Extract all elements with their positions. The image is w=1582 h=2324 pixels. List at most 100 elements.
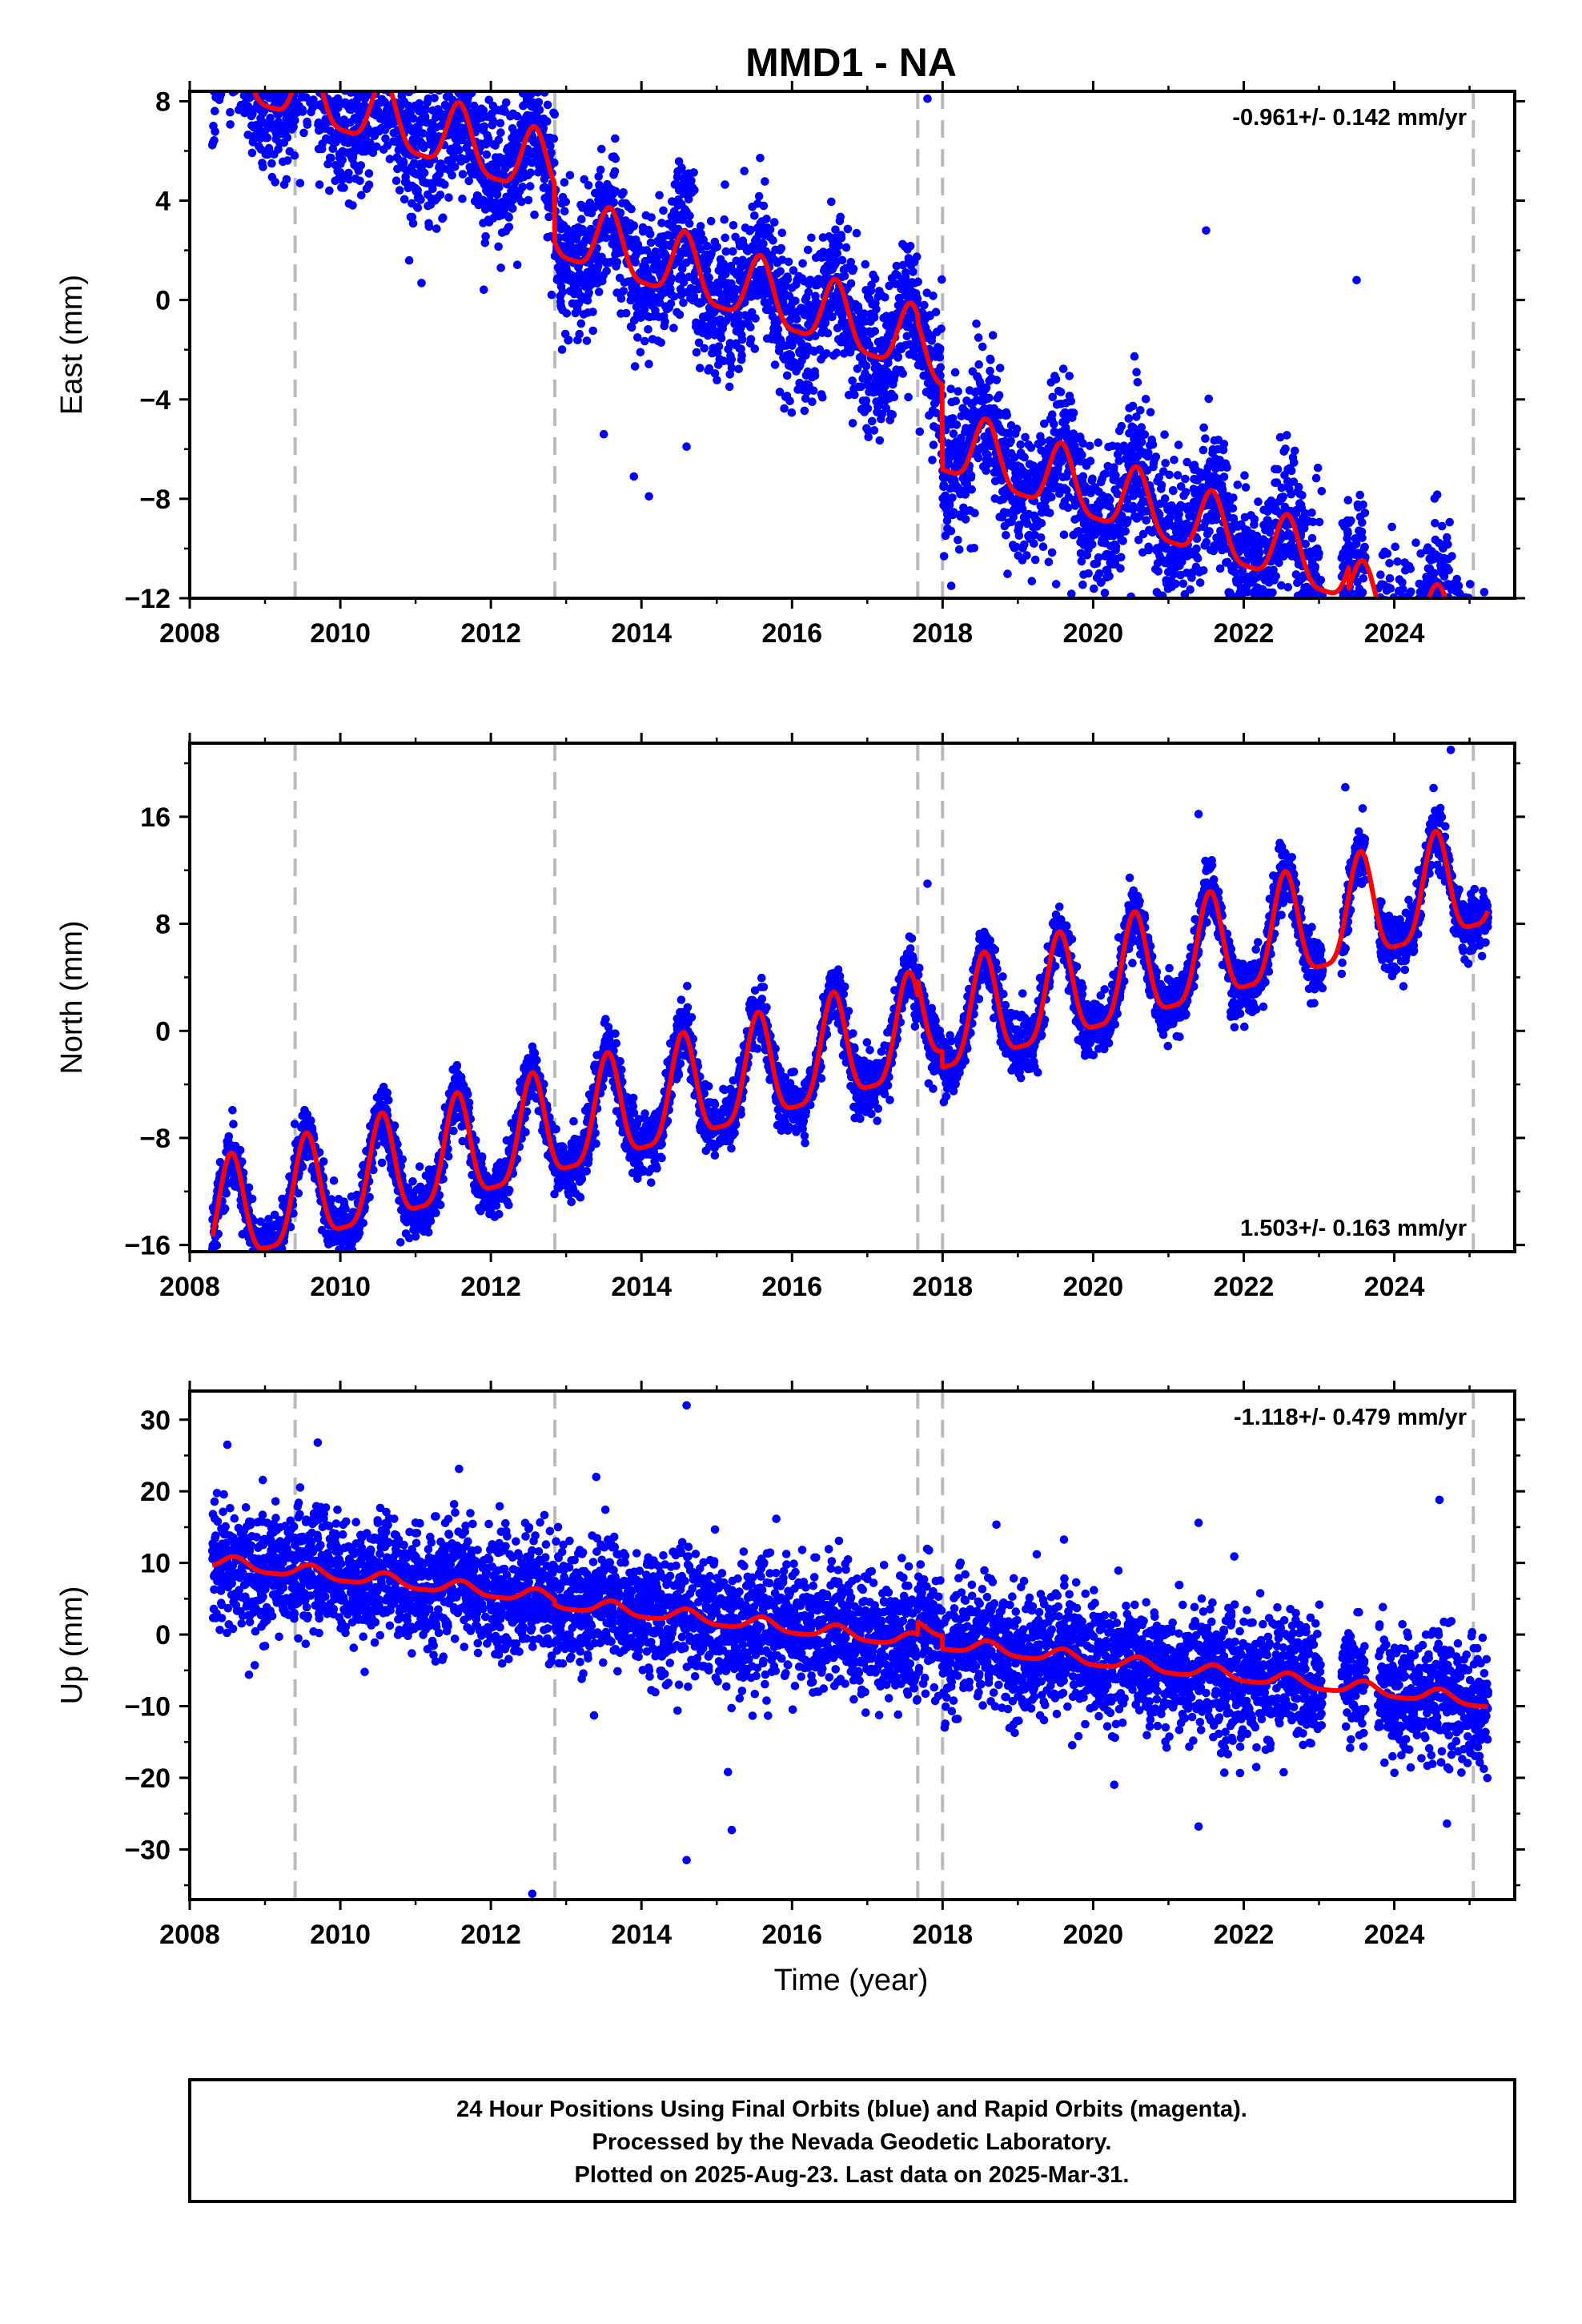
east-point xyxy=(252,54,261,62)
east-point xyxy=(234,0,243,4)
east-point xyxy=(248,138,258,147)
east-point xyxy=(319,50,327,59)
east-point xyxy=(1132,368,1141,377)
east-point xyxy=(419,81,428,90)
east-point xyxy=(422,56,431,65)
east-point xyxy=(946,384,955,394)
east-point xyxy=(236,74,245,82)
east-point xyxy=(627,323,636,332)
east-point xyxy=(651,306,660,315)
east-point xyxy=(590,203,599,212)
east-point xyxy=(272,43,281,52)
east-point xyxy=(289,31,298,40)
east-point xyxy=(644,360,653,368)
east-point xyxy=(994,391,1004,400)
east-point xyxy=(659,206,668,215)
east-point xyxy=(550,158,559,167)
east-point xyxy=(946,581,956,590)
east-point xyxy=(1124,414,1134,423)
east-point xyxy=(331,58,340,67)
east-point xyxy=(1305,648,1314,657)
east-point xyxy=(220,17,229,26)
east-point xyxy=(1181,488,1191,497)
east-point xyxy=(836,212,845,222)
east-point xyxy=(525,58,534,66)
east-point xyxy=(1341,617,1350,625)
east-point xyxy=(301,70,310,78)
east-point xyxy=(809,386,818,396)
east-point xyxy=(1375,607,1384,616)
east-point xyxy=(495,183,504,192)
east-point xyxy=(465,34,474,42)
east-point xyxy=(379,35,387,44)
east-point xyxy=(316,56,325,65)
east-point xyxy=(948,493,957,502)
east-point xyxy=(852,228,861,238)
east-point xyxy=(756,154,765,163)
east-point xyxy=(1106,495,1114,505)
east-point xyxy=(675,310,685,320)
east-point xyxy=(272,91,282,99)
east-point xyxy=(311,3,319,12)
east-point xyxy=(869,313,879,322)
east-point xyxy=(294,77,303,86)
east-point xyxy=(543,100,552,110)
east-point xyxy=(235,6,244,14)
east-point xyxy=(365,77,374,86)
east-point xyxy=(299,128,308,138)
east-point xyxy=(1088,474,1097,484)
east-point xyxy=(270,59,279,68)
east-point xyxy=(384,14,393,23)
east-point xyxy=(458,194,467,203)
east-point xyxy=(424,94,433,103)
east-point xyxy=(669,292,679,301)
east-point xyxy=(301,72,310,81)
east-point xyxy=(593,262,603,271)
east-point xyxy=(1051,580,1061,589)
east-point xyxy=(508,204,517,213)
east-point xyxy=(1277,483,1287,493)
east-point xyxy=(227,77,235,86)
east-point xyxy=(299,38,308,47)
east-point xyxy=(276,66,285,75)
east-point xyxy=(210,136,219,145)
east-point xyxy=(808,397,817,407)
east-point xyxy=(525,182,535,191)
east-point xyxy=(250,82,259,90)
east-point xyxy=(329,65,338,74)
east-point xyxy=(597,144,606,154)
east-point xyxy=(290,151,299,160)
east-point xyxy=(1002,531,1010,540)
east-point xyxy=(285,76,294,85)
east-point xyxy=(1341,603,1350,612)
east-point xyxy=(631,258,640,267)
east-point xyxy=(444,46,453,54)
east-point xyxy=(370,39,379,48)
east-point xyxy=(449,151,458,160)
east-point xyxy=(249,69,258,78)
east-point xyxy=(212,61,221,70)
east-point xyxy=(584,181,593,190)
east-point xyxy=(234,72,243,81)
east-point xyxy=(800,406,809,416)
east-point xyxy=(644,325,652,334)
east-point xyxy=(1316,576,1326,585)
east-point xyxy=(512,44,521,53)
east-point xyxy=(526,168,535,177)
east-point xyxy=(375,62,384,71)
east-point xyxy=(261,37,270,46)
east-point xyxy=(1186,585,1195,594)
east-point xyxy=(954,536,962,545)
east-point xyxy=(219,4,228,13)
east-point xyxy=(1185,616,1194,625)
east-point xyxy=(404,255,414,265)
east-point xyxy=(420,41,429,50)
east-point xyxy=(221,45,230,54)
east-point xyxy=(1205,527,1214,536)
east-point xyxy=(833,249,842,258)
east-point xyxy=(381,7,390,16)
east-point xyxy=(445,75,454,84)
east-point xyxy=(837,233,846,243)
east-point xyxy=(225,27,234,36)
east-point xyxy=(259,68,267,77)
